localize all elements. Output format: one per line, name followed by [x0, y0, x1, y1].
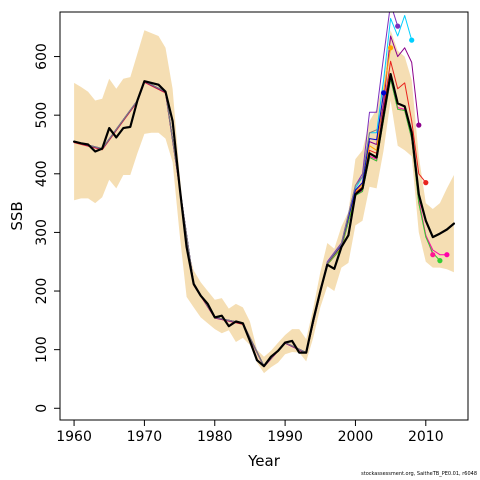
confidence-band: [74, 30, 454, 374]
series-end-point-7: [437, 258, 443, 264]
series-end-point-9: [381, 90, 387, 96]
y-tick-label: 100: [34, 336, 50, 363]
x-tick-label: 2000: [338, 429, 374, 445]
y-axis-label: SSB: [8, 201, 26, 230]
footer-credit: stockassessment.org, SaitheTB_PE0.01, r6…: [361, 471, 477, 477]
y-tick-label: 200: [34, 278, 50, 305]
series-end-point-2: [409, 37, 415, 43]
y-tick-label: 400: [34, 160, 50, 187]
series-end-point-1: [423, 180, 429, 186]
series-end-point-4: [395, 23, 401, 29]
x-tick-label: 1960: [56, 429, 92, 445]
series-layer: [72, 12, 455, 368]
x-axis: 1960 1970 1980 1990 2000 2010: [56, 419, 444, 445]
y-tick-label: 0: [34, 404, 50, 413]
y-tick-label: 600: [34, 43, 50, 70]
x-axis-label: Year: [247, 452, 281, 470]
y-tick-label: 300: [34, 219, 50, 246]
series-line-estimate: [72, 72, 455, 368]
y-axis: 0 100 200 300 400 500 600: [34, 43, 61, 413]
series-end-point-6: [430, 252, 436, 258]
series-end-point-5: [444, 252, 450, 258]
x-tick-label: 1970: [127, 429, 163, 445]
series-end-point-3: [416, 122, 422, 128]
y-tick-label: 500: [34, 102, 50, 129]
confidence-band-layer: [74, 30, 454, 374]
marker-layer: [381, 23, 450, 264]
x-tick-label: 1980: [197, 429, 233, 445]
series-end-point-8: [388, 45, 394, 51]
x-tick-label: 2010: [408, 429, 444, 445]
x-tick-label: 1990: [267, 429, 303, 445]
